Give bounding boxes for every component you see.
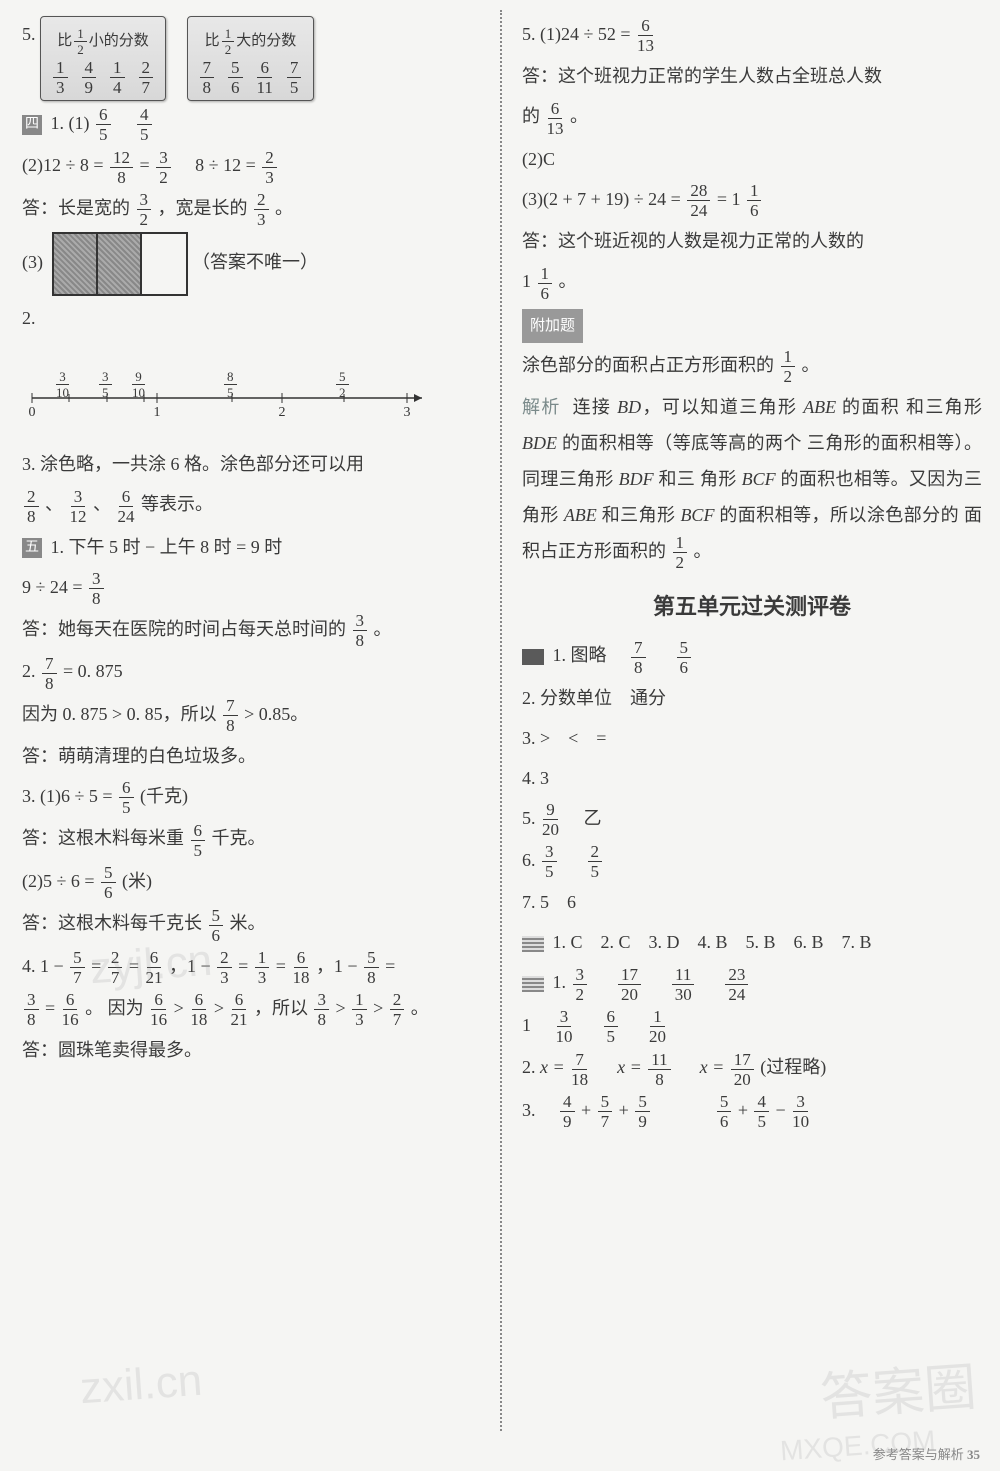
badge-5: 五 <box>22 538 42 558</box>
q5-num: 5. <box>22 24 36 44</box>
s5-2: 2. 78 = 0. 875 <box>22 653 482 691</box>
right-column: 5. (1)24 ÷ 52 = 613 答：这个班视力正常的学生人数占全班总人数… <box>500 0 1000 1471</box>
u2: 2. 分数单位 通分 <box>522 680 982 716</box>
s5-3c: (2)5 ÷ 6 = 56 (米) <box>22 863 482 901</box>
fujia-text: 涂色部分的面积占正方形面积的 12 。 <box>522 347 982 385</box>
u1: 1. 图略 78 56 <box>522 637 982 675</box>
r5-1: 5. (1)24 ÷ 52 = 613 <box>522 16 982 54</box>
column-divider <box>500 10 502 1431</box>
s4-3: (3) （答案不唯一） <box>22 232 482 296</box>
s5-1b: 9 ÷ 24 = 38 <box>22 569 482 607</box>
jiexi-label: 解析 <box>522 397 561 417</box>
left-column: 5. 比12小的分数 13 49 14 27 比12大的分数 78 56 611… <box>0 0 500 1471</box>
rect-diagram <box>52 232 188 296</box>
s5-4a: 4. 1 − 57 = 27 = 621 ，1 − 23 = 13 = 618 … <box>22 948 482 986</box>
r5-1b: 答：这个班视力正常的学生人数占全班总人数 <box>522 58 982 94</box>
sec3-badge-icon <box>522 976 544 992</box>
sec3b: 1 310 65 120 <box>522 1007 982 1045</box>
s4-2b: 答：长是宽的 32 ，宽是长的 23 。 <box>22 190 482 228</box>
sec3d: 3. 49 + 57 + 59 56 + 45 − 310 <box>522 1092 982 1130</box>
q3: 3. 涂色略，一共涂 6 格。涂色部分还可以用 <box>22 446 482 482</box>
s5-2b: 因为 0. 875 > 0. 85，所以 78 > 0.85。 <box>22 696 482 734</box>
s5-4c: 答：圆珠笔卖得最多。 <box>22 1032 482 1068</box>
box-small: 比12小的分数 13 49 14 27 <box>40 16 166 101</box>
s4-2a: (2)12 ÷ 8 = 128 = 32 8 ÷ 12 = 23 <box>22 147 482 185</box>
r5-1b2: 的 613 。 <box>522 98 982 136</box>
jiexi-block: 解析 连接 BD，可以知道三角形 ABE 的面积 和三角形 BDE 的面积相等（… <box>522 389 982 571</box>
sec2: 1. C 2. C 3. D 4. B 5. B 6. B 7. B <box>522 924 982 960</box>
unit-title: 第五单元过关测评卷 <box>522 585 982 629</box>
u3: 3. > < = <box>522 720 982 756</box>
s5-4b: 38 = 616 。 因为 616 > 618 > 621 ，所以 38 > 1… <box>22 990 482 1028</box>
q2-num: 2. <box>22 300 482 336</box>
r5-3b: 答：这个班近视的人数是视力正常的人数的 <box>522 223 982 259</box>
sec1-badge-icon <box>522 649 544 665</box>
svg-text:1: 1 <box>154 405 161 418</box>
svg-text:3: 3 <box>404 405 411 418</box>
svg-text:2: 2 <box>279 405 286 418</box>
fujia-badge: 附加题 <box>522 306 982 343</box>
box-big: 比12大的分数 78 56 611 75 <box>187 16 315 101</box>
sec3a: 1. 32 1720 1130 2324 <box>522 964 982 1002</box>
s5-2c: 答：萌萌清理的白色垃圾多。 <box>22 738 482 774</box>
s5-1c: 答：她每天在医院的时间占每天总时间的 38 。 <box>22 611 482 649</box>
footer: 参考答案与解析 35 <box>873 1444 980 1463</box>
s4-1: 四 1. (1) 65 45 <box>22 105 482 143</box>
r5-2: (2)C <box>522 141 982 177</box>
q3-fracs: 28 、 312 、 624 等表示。 <box>22 486 482 524</box>
u4: 4. 3 <box>522 760 982 796</box>
q5-boxes: 5. 比12小的分数 13 49 14 27 比12大的分数 78 56 611… <box>22 16 482 101</box>
r5-3: (3)(2 + 7 + 19) ÷ 24 = 2824 = 1 16 <box>522 181 982 219</box>
r5-3b2: 1 16 。 <box>522 263 982 301</box>
sec2-badge-icon <box>522 936 544 952</box>
s5-3a: 3. (1)6 ÷ 5 = 65 (千克) <box>22 778 482 816</box>
svg-text:0: 0 <box>29 405 36 418</box>
s5-3d: 答：这根木料每千克长 56 米。 <box>22 905 482 943</box>
sec3c: 2. x = 718 x = 118 x = 1720 (过程略) <box>522 1049 982 1087</box>
u7: 7. 5 6 <box>522 884 982 920</box>
s5-3b: 答：这根木料每米重 65 千克。 <box>22 820 482 858</box>
u6: 6. 35 25 <box>522 842 982 880</box>
s5-1: 五 1. 下午 5 时 − 上午 8 时 = 9 时 <box>22 529 482 565</box>
badge-4: 四 <box>22 115 42 135</box>
u5: 5. 920 乙 <box>522 800 982 838</box>
